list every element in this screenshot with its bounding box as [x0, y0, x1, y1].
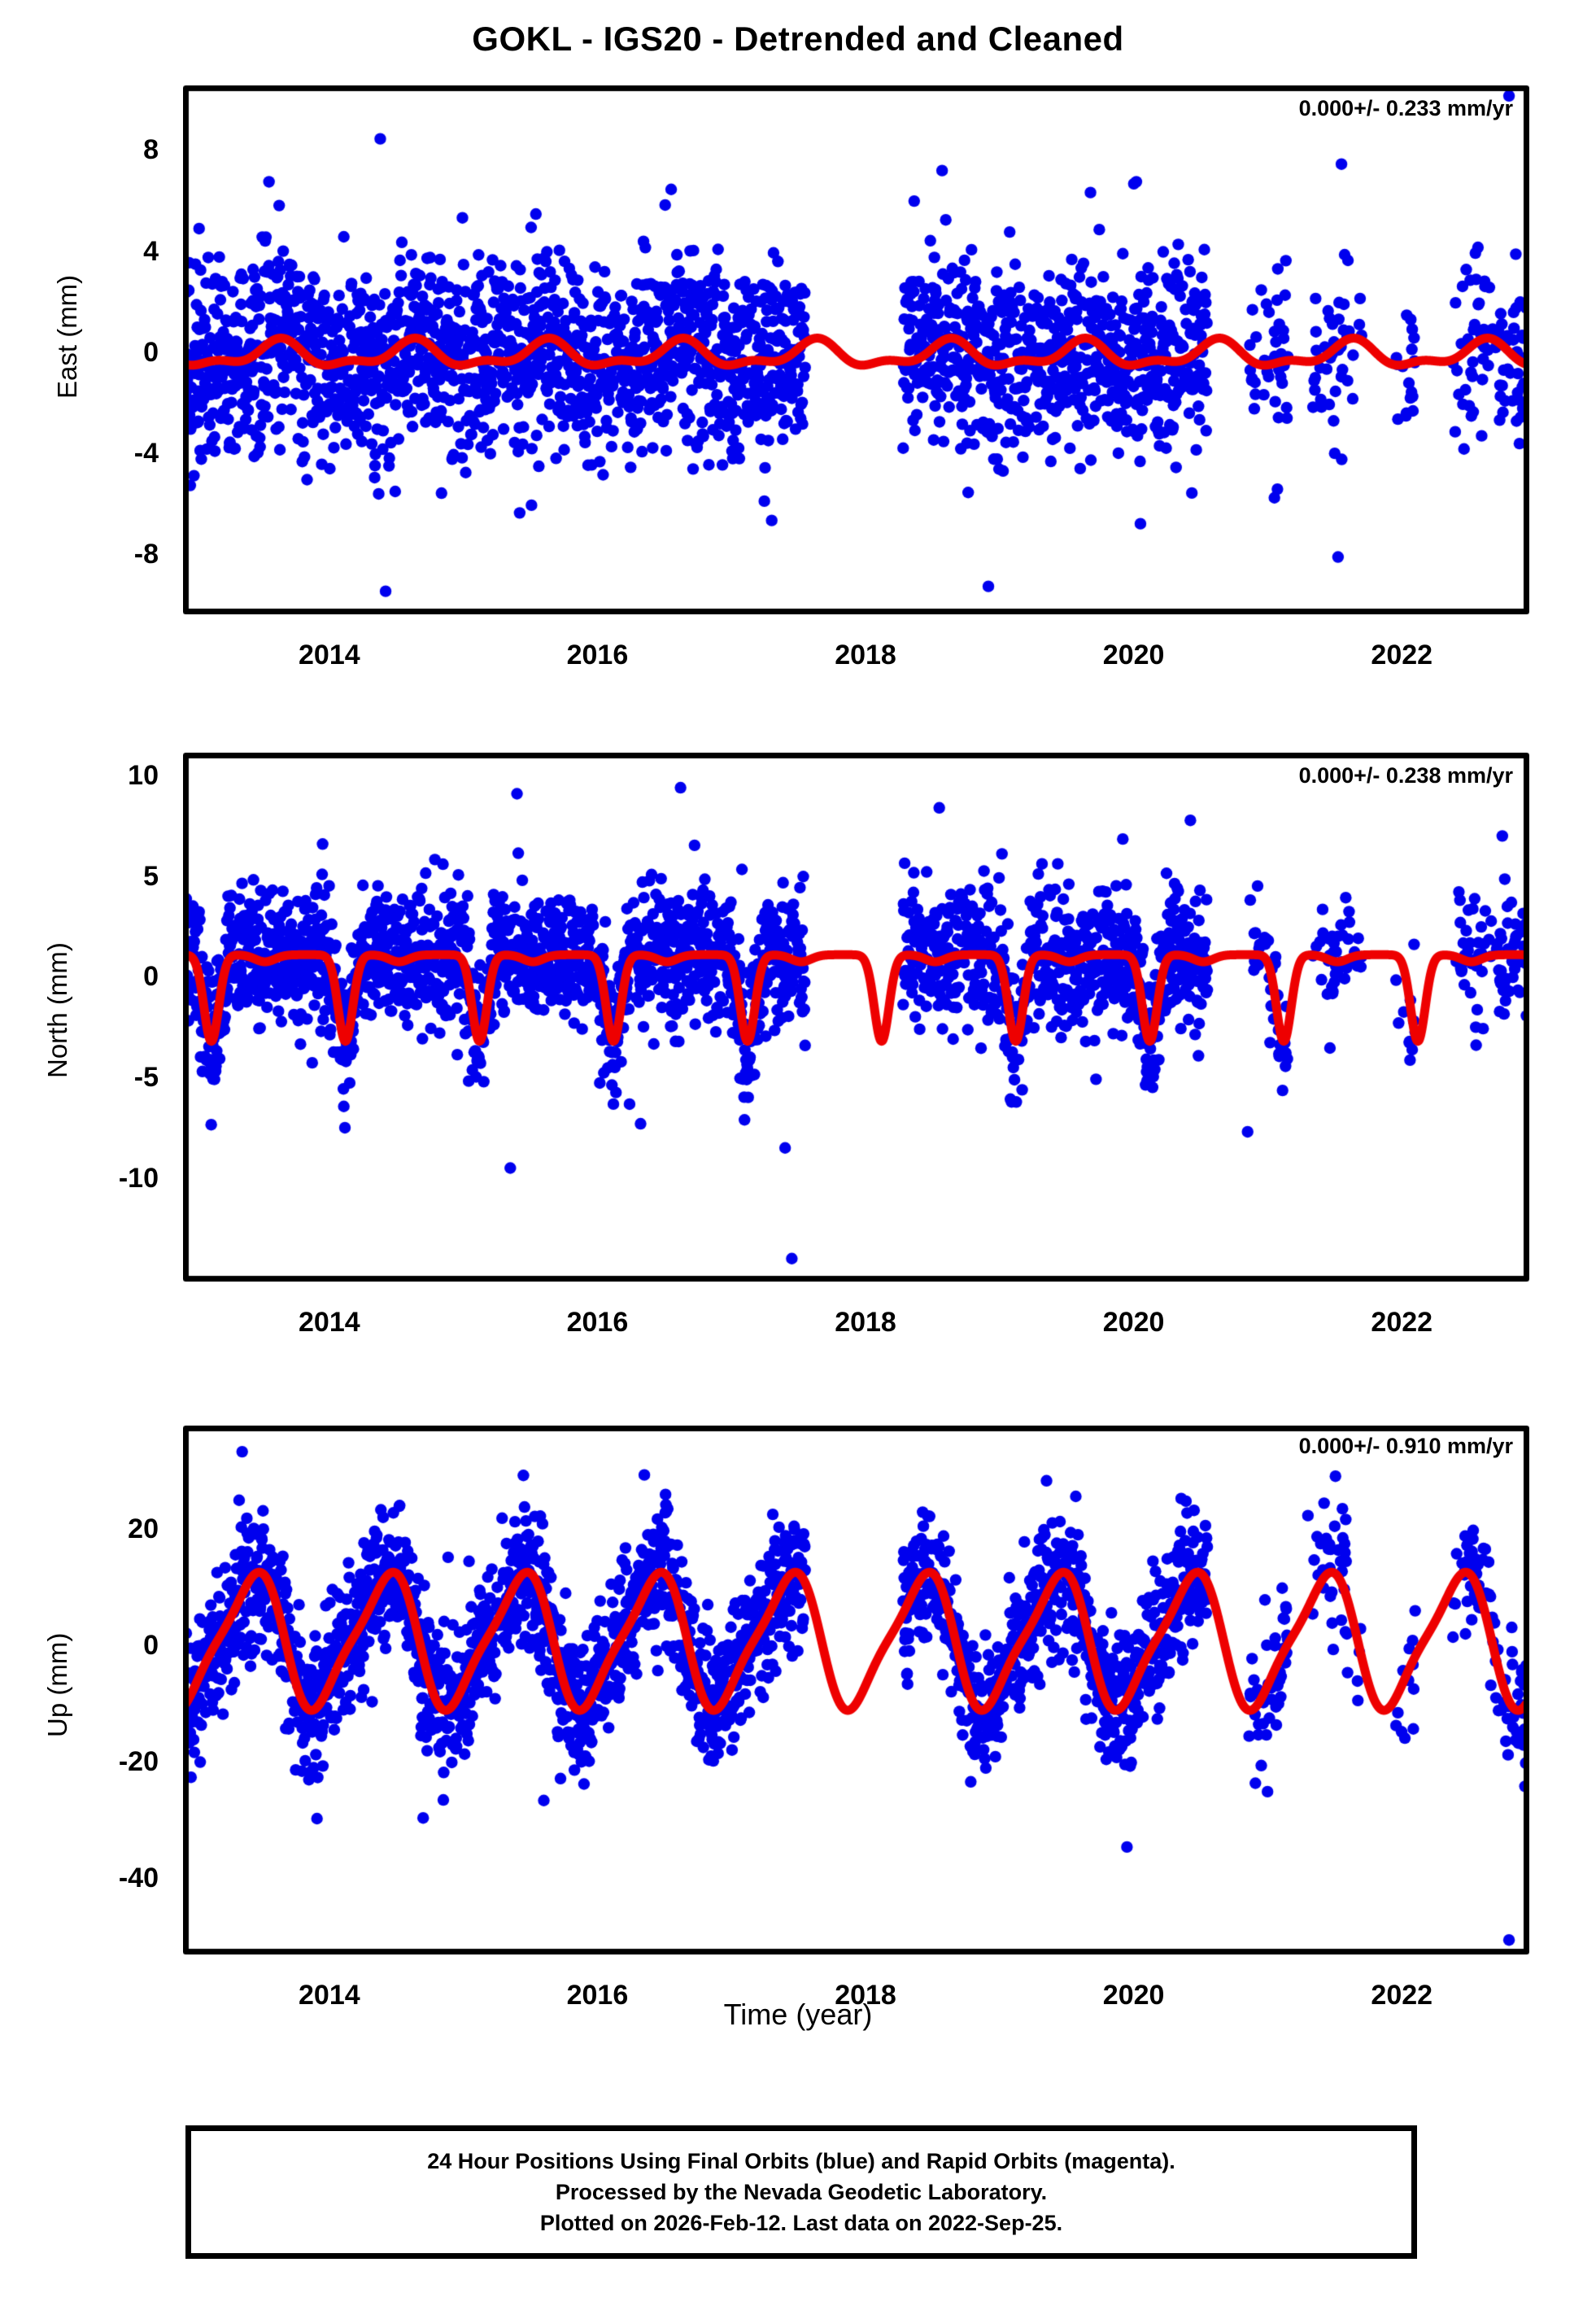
- up-xtick-label: 2016: [566, 1979, 629, 2011]
- east-ytick-label: 0: [143, 336, 159, 368]
- x-axis-label: Time (year): [723, 1998, 873, 2031]
- north-xtick-label: 2018: [835, 1306, 896, 1338]
- north-ytick-label: -5: [133, 1062, 159, 1094]
- north-ytick-label: 0: [143, 961, 159, 993]
- panel-north: [183, 753, 1529, 1282]
- up-ytick-label: -20: [118, 1745, 159, 1777]
- north-ytick-label: 5: [143, 860, 159, 892]
- north-xtick-label: 2020: [1102, 1306, 1165, 1338]
- north-xtick-label: 2014: [299, 1306, 360, 1338]
- east-rate-annotation: 0.000+/- 0.233 mm/yr: [1298, 96, 1513, 120]
- east-ytick-label: 8: [143, 134, 159, 166]
- caption-line-2: Processed by the Nevada Geodetic Laborat…: [555, 2179, 1048, 2204]
- caption-box: 24 Hour Positions Using Final Orbits (bl…: [185, 2125, 1417, 2259]
- caption-line-3: Plotted on 2026-Feb-12. Last data on 202…: [539, 2211, 1063, 2236]
- north-ytick-label: -10: [118, 1162, 159, 1194]
- caption-line-1: 24 Hour Positions Using Final Orbits (bl…: [427, 2148, 1175, 2173]
- page-title: GOKL - IGS20 - Detrended and Cleaned: [472, 20, 1124, 58]
- east-ytick-label: -4: [133, 438, 159, 469]
- east-ytick-label: -8: [133, 539, 159, 570]
- east-xtick-label: 2014: [299, 639, 360, 670]
- up-xtick-label: 2020: [1102, 1979, 1165, 2011]
- up-ytick-label: 20: [128, 1513, 159, 1545]
- north-xtick-label: 2016: [566, 1306, 629, 1338]
- north-rate-annotation: 0.000+/- 0.238 mm/yr: [1298, 763, 1513, 788]
- up-plot-canvas: [183, 1426, 1529, 1954]
- east-xtick-label: 2020: [1102, 639, 1165, 670]
- up-ytick-label: 0: [143, 1629, 159, 1661]
- east-ytick-label: 4: [143, 235, 159, 267]
- north-plot-canvas: [183, 753, 1529, 1282]
- east-plot-canvas: [183, 85, 1529, 614]
- east-xtick-label: 2022: [1371, 639, 1433, 670]
- up-rate-annotation: 0.000+/- 0.910 mm/yr: [1298, 1434, 1513, 1458]
- up-ytick-label: -40: [118, 1862, 159, 1893]
- up-xtick-label: 2022: [1371, 1979, 1433, 2011]
- panel-up: [183, 1426, 1529, 1954]
- east-xtick-label: 2016: [566, 639, 629, 670]
- north-ytick-label: 10: [128, 760, 159, 792]
- north-xtick-label: 2022: [1371, 1306, 1433, 1338]
- up-xtick-label: 2018: [835, 1979, 896, 2011]
- panel-east: [183, 85, 1529, 614]
- east-xtick-label: 2018: [835, 639, 896, 670]
- up-xtick-label: 2014: [299, 1979, 360, 2011]
